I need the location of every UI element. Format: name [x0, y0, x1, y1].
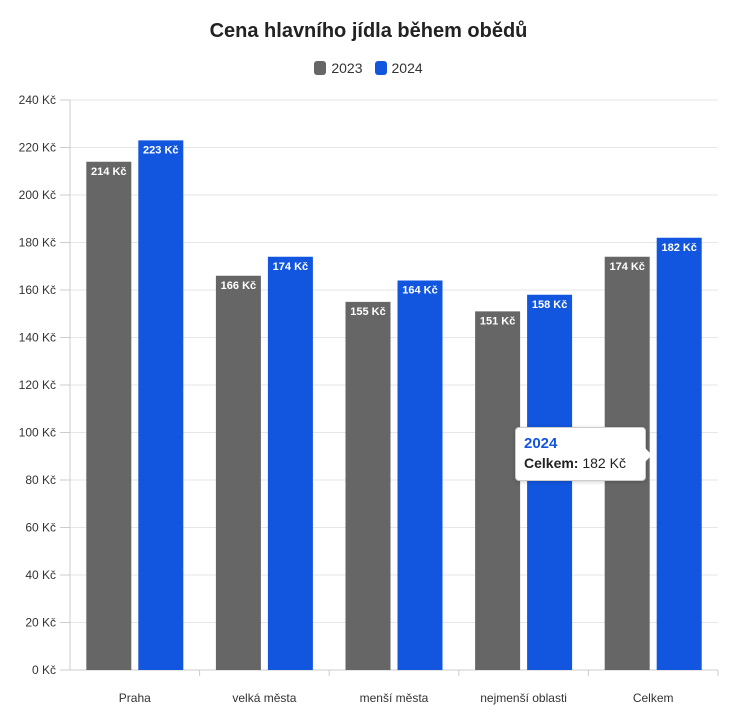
y-tick-label: 80 Kč: [25, 473, 56, 487]
x-tick-label: menší města: [360, 691, 429, 705]
legend-item-2024[interactable]: 2024: [374, 60, 423, 76]
legend-swatch-2024: [374, 61, 387, 75]
tooltip-row: Celkem: 182 Kč: [524, 455, 637, 471]
x-tick-label: Praha: [119, 691, 151, 705]
legend-label-2024: 2024: [391, 60, 423, 76]
data-label: 182 Kč: [661, 242, 696, 254]
data-label: 155 Kč: [350, 306, 385, 318]
y-tick-label: 160 Kč: [19, 283, 56, 297]
legend: 2023 2024: [0, 60, 737, 76]
data-label: 174 Kč: [273, 261, 308, 273]
y-tick-label: 240 Kč: [19, 93, 56, 107]
data-label: 214 Kč: [91, 166, 126, 178]
legend-item-2023[interactable]: 2023: [314, 60, 363, 76]
data-label: 164 Kč: [402, 285, 437, 297]
data-label: 166 Kč: [221, 280, 256, 292]
y-tick-label: 60 Kč: [25, 521, 56, 535]
bar-2024: [397, 280, 443, 670]
y-tick-label: 140 Kč: [19, 331, 56, 345]
data-label: 223 Kč: [143, 144, 178, 156]
bar-2023: [345, 301, 391, 670]
x-tick-label: velká města: [232, 691, 296, 705]
bar-2023: [86, 161, 132, 670]
legend-label-2023: 2023: [331, 60, 363, 76]
tooltip-series: 2024: [524, 435, 558, 452]
data-label: 151 Kč: [480, 315, 515, 327]
tooltip-label: Celkem:: [524, 455, 579, 471]
bar-2023: [475, 311, 521, 670]
tooltip-value: 182 Kč: [582, 455, 626, 471]
y-tick-label: 100 Kč: [19, 426, 56, 440]
bar-2024: [138, 140, 184, 670]
data-label: 158 Kč: [532, 299, 567, 311]
y-tick-label: 180 Kč: [19, 236, 56, 250]
legend-swatch-2023: [314, 61, 327, 75]
y-tick-label: 40 Kč: [25, 568, 56, 582]
bar-2024: [267, 256, 313, 670]
y-tick-label: 0 Kč: [32, 663, 56, 677]
x-tick-label: Celkem: [633, 691, 674, 705]
y-tick-label: 120 Kč: [19, 378, 56, 392]
chart-title: Cena hlavního jídla během obědů: [209, 20, 528, 42]
bar-2024: [527, 294, 573, 670]
bar-2024: [656, 237, 702, 670]
tooltip: 2024 Celkem: 182 Kč: [515, 427, 652, 481]
data-label: 174 Kč: [609, 261, 644, 273]
x-tick-label: nejmenší oblasti: [480, 691, 567, 705]
y-tick-label: 200 Kč: [19, 188, 56, 202]
y-tick-label: 20 Kč: [25, 616, 56, 630]
y-tick-label: 220 Kč: [19, 141, 56, 155]
bar-2023: [215, 275, 261, 670]
